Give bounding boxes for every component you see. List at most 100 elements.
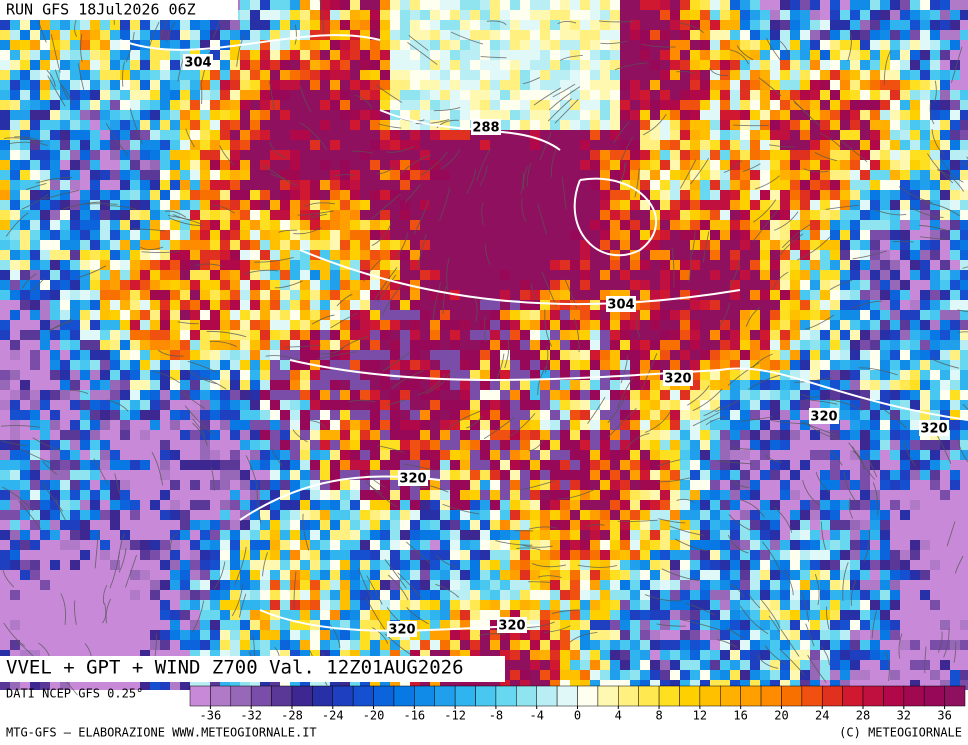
field-cell bbox=[820, 90, 830, 100]
field-cell bbox=[150, 170, 160, 180]
field-cell bbox=[470, 90, 480, 100]
field-cell bbox=[0, 170, 10, 180]
field-cell bbox=[180, 290, 190, 300]
field-cell bbox=[180, 430, 190, 440]
field-cell bbox=[940, 230, 950, 240]
field-cell bbox=[170, 20, 180, 30]
field-cell bbox=[690, 90, 700, 100]
field-cell bbox=[790, 480, 800, 490]
field-cell bbox=[90, 480, 100, 490]
field-cell bbox=[540, 140, 550, 150]
field-cell bbox=[310, 70, 320, 80]
field-cell bbox=[270, 370, 280, 380]
field-cell bbox=[380, 360, 390, 370]
field-cell bbox=[760, 470, 770, 480]
field-cell bbox=[910, 160, 920, 170]
field-cell bbox=[660, 330, 670, 340]
field-cell bbox=[390, 220, 400, 230]
field-cell bbox=[690, 160, 700, 170]
field-cell bbox=[230, 260, 240, 270]
field-cell bbox=[710, 110, 720, 120]
field-cell bbox=[590, 220, 600, 230]
field-cell bbox=[20, 50, 30, 60]
field-cell bbox=[30, 150, 40, 160]
field-cell bbox=[60, 180, 70, 190]
field-cell bbox=[830, 60, 840, 70]
field-cell bbox=[210, 270, 220, 280]
field-cell bbox=[360, 420, 370, 430]
field-cell bbox=[250, 440, 260, 450]
field-cell bbox=[10, 460, 20, 470]
field-cell bbox=[170, 200, 180, 210]
field-cell bbox=[860, 470, 870, 480]
field-cell bbox=[640, 230, 650, 240]
field-cell bbox=[820, 130, 830, 140]
field-cell bbox=[230, 190, 240, 200]
field-cell bbox=[380, 0, 390, 10]
field-cell bbox=[490, 80, 500, 90]
field-cell bbox=[610, 310, 620, 320]
field-cell bbox=[370, 350, 380, 360]
field-cell bbox=[530, 20, 540, 30]
field-cell bbox=[100, 390, 110, 400]
field-cell bbox=[10, 400, 20, 410]
field-cell bbox=[280, 90, 290, 100]
field-cell bbox=[610, 30, 620, 40]
field-cell bbox=[380, 330, 390, 340]
field-cell bbox=[520, 300, 530, 310]
field-cell bbox=[220, 210, 230, 220]
field-cell bbox=[30, 280, 40, 290]
field-cell bbox=[320, 380, 330, 390]
field-cell bbox=[220, 420, 230, 430]
field-cell bbox=[610, 280, 620, 290]
field-cell bbox=[900, 240, 910, 250]
field-cell bbox=[30, 420, 40, 430]
field-cell bbox=[340, 450, 350, 460]
field-cell bbox=[340, 60, 350, 70]
field-cell bbox=[20, 310, 30, 320]
field-cell bbox=[190, 390, 200, 400]
field-cell bbox=[910, 270, 920, 280]
field-cell bbox=[460, 60, 470, 70]
field-cell bbox=[450, 420, 460, 430]
field-cell bbox=[30, 310, 40, 320]
field-cell bbox=[900, 350, 910, 360]
field-cell bbox=[760, 350, 770, 360]
field-cell bbox=[360, 190, 370, 200]
field-cell bbox=[140, 160, 150, 170]
field-cell bbox=[540, 70, 550, 80]
field-cell bbox=[910, 310, 920, 320]
field-cell bbox=[490, 320, 500, 330]
field-cell bbox=[700, 160, 710, 170]
field-cell bbox=[340, 370, 350, 380]
field-cell bbox=[80, 70, 90, 80]
field-cell bbox=[600, 270, 610, 280]
field-cell bbox=[890, 330, 900, 340]
field-cell bbox=[120, 300, 130, 310]
field-cell bbox=[670, 130, 680, 140]
field-cell bbox=[30, 360, 40, 370]
field-cell bbox=[690, 110, 700, 120]
field-cell bbox=[600, 120, 610, 130]
field-cell bbox=[620, 130, 630, 140]
field-cell bbox=[180, 370, 190, 380]
field-cell bbox=[840, 220, 850, 230]
field-cell bbox=[530, 490, 540, 500]
field-cell bbox=[400, 400, 410, 410]
field-cell bbox=[730, 140, 740, 150]
field-cell bbox=[440, 210, 450, 220]
field-cell bbox=[240, 20, 250, 30]
field-cell bbox=[310, 430, 320, 440]
field-cell bbox=[270, 410, 280, 420]
field-cell bbox=[410, 120, 420, 130]
field-cell bbox=[340, 210, 350, 220]
field-cell bbox=[610, 180, 620, 190]
field-cell bbox=[730, 330, 740, 340]
field-cell bbox=[650, 360, 660, 370]
field-cell bbox=[20, 220, 30, 230]
field-cell bbox=[930, 30, 940, 40]
field-cell bbox=[100, 340, 110, 350]
field-cell bbox=[260, 320, 270, 330]
field-cell bbox=[790, 400, 800, 410]
field-cell bbox=[570, 500, 580, 510]
